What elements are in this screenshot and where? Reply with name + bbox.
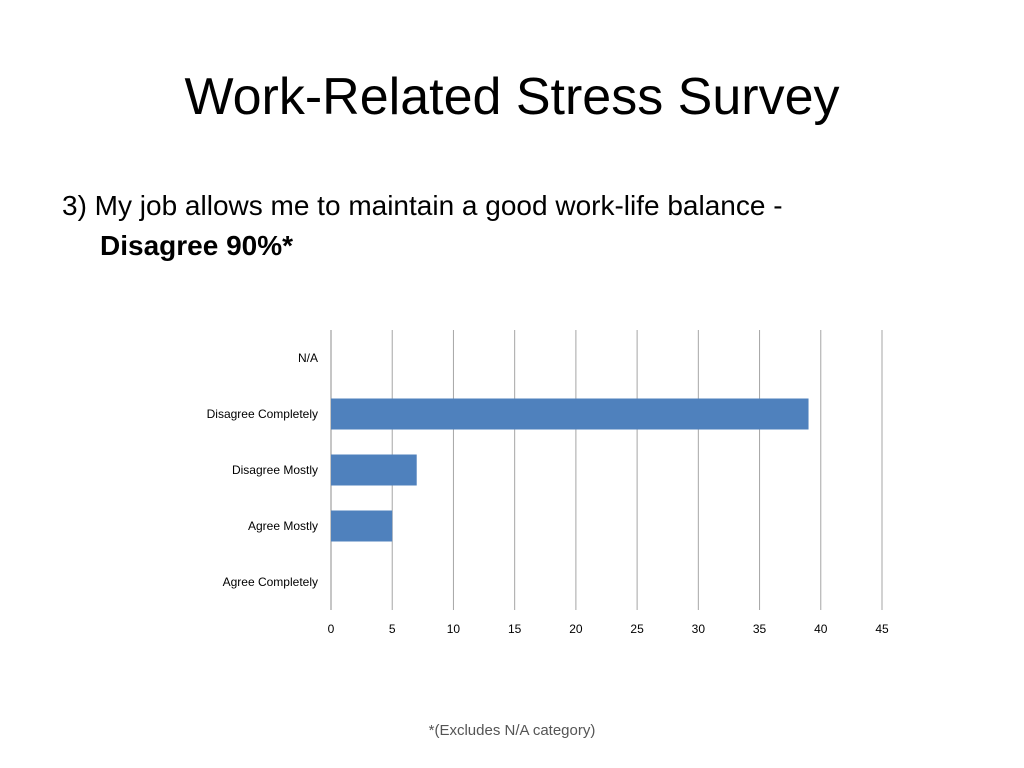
- chart-gridlines: [330, 330, 883, 610]
- x-tick-label: 45: [875, 622, 889, 636]
- category-label: Agree Mostly: [248, 519, 318, 533]
- x-tick-label: 0: [328, 622, 335, 636]
- bar-disagree-mostly: [331, 454, 417, 486]
- chart-x-tick-labels: 0 5 10 15 20 25 30 35 40 45: [328, 622, 889, 636]
- x-tick-label: 25: [630, 622, 644, 636]
- survey-question: 3) My job allows me to maintain a good w…: [62, 186, 962, 266]
- x-tick-label: 40: [814, 622, 828, 636]
- x-tick-label: 5: [389, 622, 396, 636]
- x-tick-label: 15: [508, 622, 522, 636]
- answer-summary: Disagree 90%*: [100, 230, 294, 261]
- x-tick-label: 10: [447, 622, 461, 636]
- category-label: Agree Completely: [223, 575, 318, 589]
- footnote: *(Excludes N/A category): [428, 722, 596, 739]
- chart-category-labels: N/A Disagree Completely Disagree Mostly Agr…: [207, 351, 318, 589]
- bar-disagree-completely: [331, 398, 809, 430]
- bar-agree-mostly: [331, 510, 393, 542]
- x-tick-label: 35: [753, 622, 767, 636]
- chart-bars: [331, 398, 809, 542]
- category-label: N/A: [298, 351, 318, 365]
- category-label: Disagree Completely: [207, 407, 318, 421]
- slide-title: Work-Related Stress Survey: [184, 68, 840, 126]
- category-label: Disagree Mostly: [232, 463, 318, 477]
- question-text: 3) My job allows me to maintain a good w…: [62, 190, 783, 221]
- x-tick-label: 30: [692, 622, 706, 636]
- x-tick-label: 20: [569, 622, 583, 636]
